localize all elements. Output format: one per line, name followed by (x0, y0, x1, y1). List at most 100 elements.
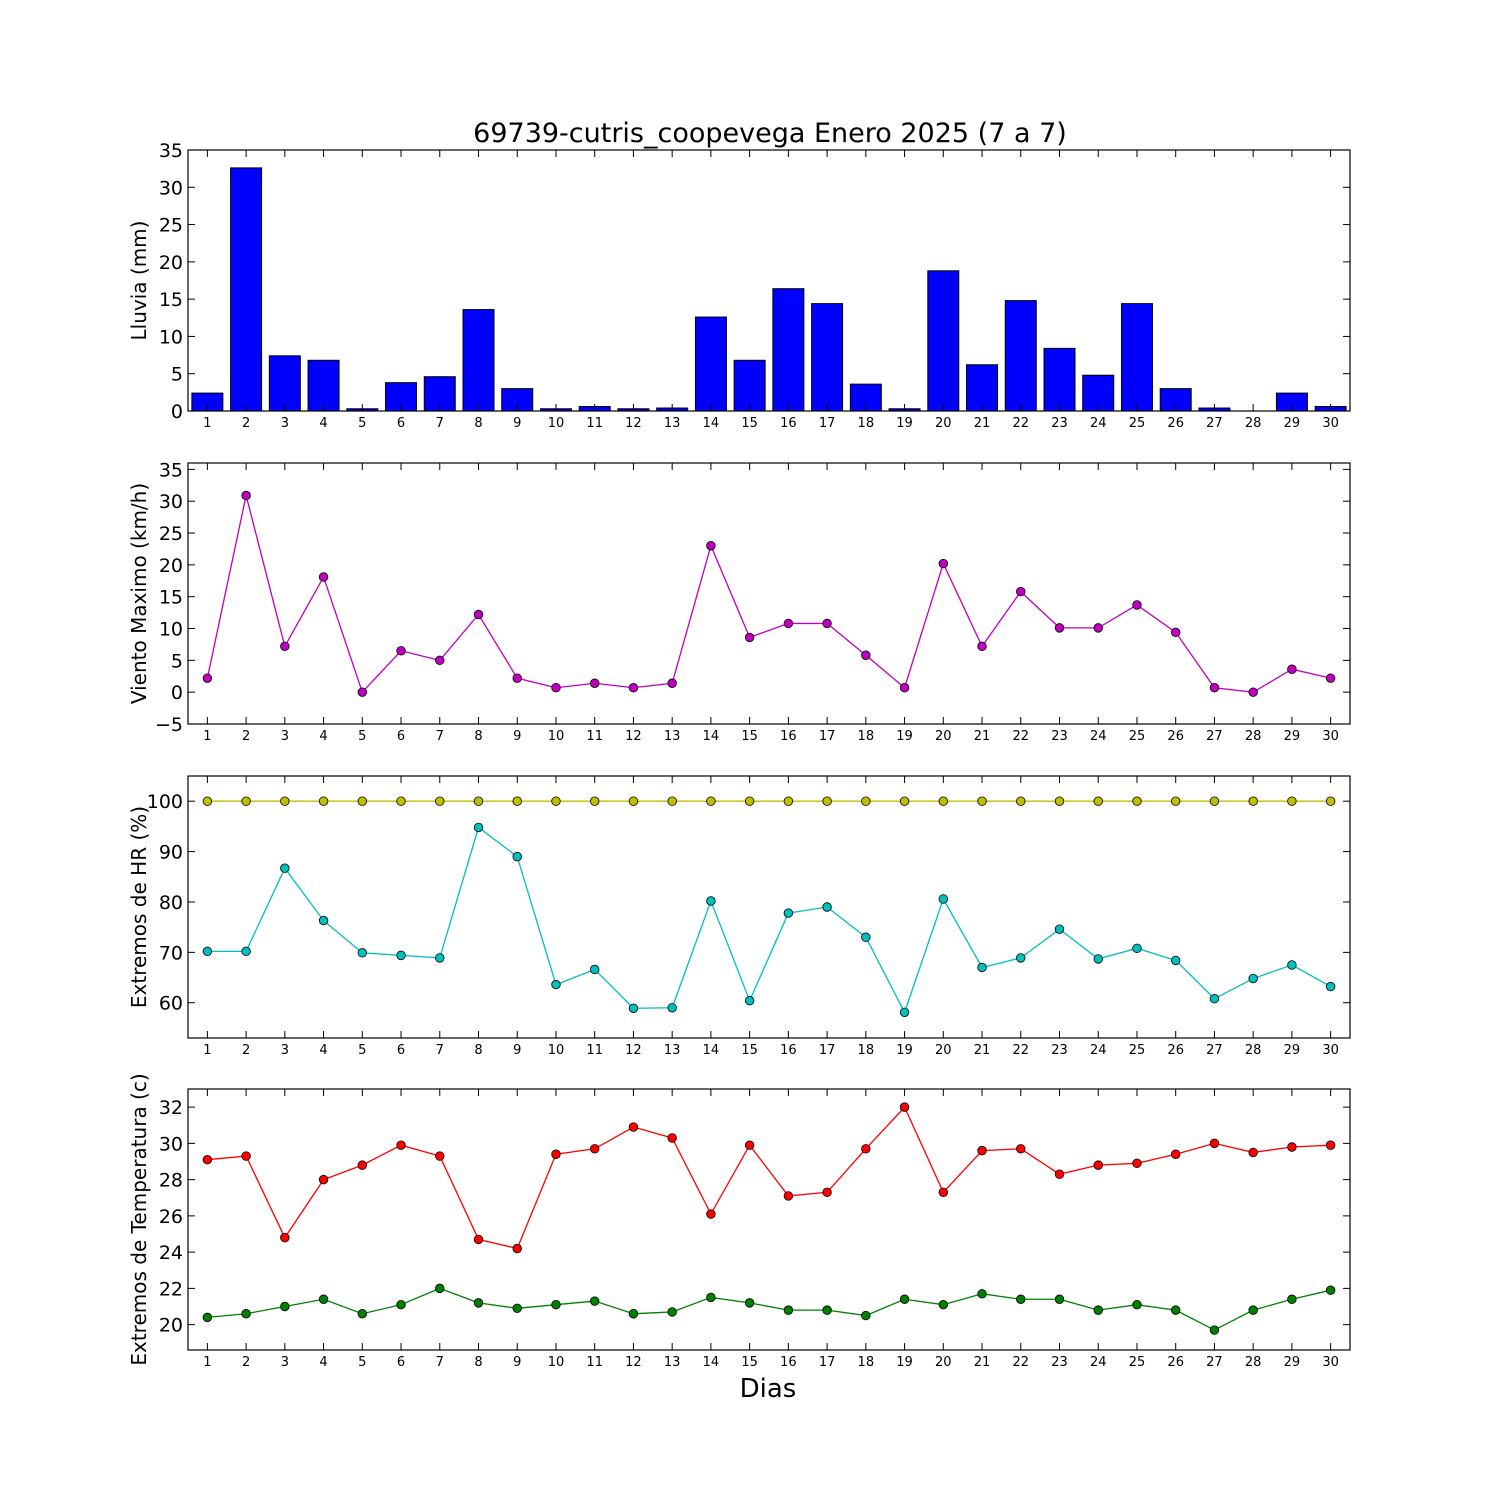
series-2-point-day-30 (1325, 981, 1336, 992)
x-tick-label-day-12: 12 (625, 1043, 642, 1058)
series-2-point-day-25 (1132, 943, 1142, 954)
series-2-point-day-4 (318, 1294, 329, 1304)
x-tick-label-day-20: 20 (935, 1355, 952, 1370)
series-2-point-day-11 (590, 964, 600, 975)
series-1-point-day-25 (1132, 1158, 1142, 1169)
series-1-point-day-16 (783, 1191, 794, 1201)
x-tick-label-day-14: 14 (703, 1043, 720, 1058)
x-tick-label-day-20: 20 (935, 729, 952, 744)
series-1-point-day-22 (1016, 796, 1026, 806)
x-tick-label-day-14: 14 (703, 729, 720, 744)
x-tick-label-day-3: 3 (281, 1355, 289, 1370)
series-1-point-day-16 (783, 618, 794, 629)
x-tick-label-day-2: 2 (242, 1355, 250, 1370)
bar-day-21 (966, 364, 999, 412)
series-1-point-day-29 (1287, 664, 1297, 674)
x-tick-label-day-10: 10 (548, 416, 565, 431)
series-1-point-day-22 (1016, 1144, 1026, 1154)
series-1-point-day-20 (938, 796, 949, 806)
x-tick-label-day-25: 25 (1129, 729, 1146, 744)
series-2-point-day-12 (628, 1309, 639, 1319)
y-tick-label: 10 (159, 326, 183, 348)
series-2-point-day-30 (1325, 1285, 1336, 1295)
series-1-point-day-18 (861, 796, 871, 806)
x-tick-label-day-4: 4 (319, 729, 327, 744)
series-1-point-day-11 (590, 678, 600, 688)
y-tick-label: 26 (159, 1206, 183, 1228)
y-tick-label: 20 (159, 252, 183, 274)
x-tick-label-day-30: 30 (1322, 416, 1339, 431)
y-tick-label: 100 (147, 791, 183, 813)
x-tick-label-day-6: 6 (397, 1043, 405, 1058)
bar-day-22 (1004, 300, 1037, 412)
series-1-point-day-11 (590, 796, 600, 806)
x-tick-label-day-29: 29 (1284, 1355, 1301, 1370)
x-tick-label-day-17: 17 (819, 729, 836, 744)
x-tick-label-day-2: 2 (242, 416, 250, 431)
y-tick-label: −5 (155, 714, 183, 736)
series-2-point-day-24 (1093, 954, 1103, 964)
series-1-point-day-21 (977, 796, 987, 806)
series-2-line (207, 1287, 1331, 1331)
x-tick-label-day-10: 10 (548, 1043, 565, 1058)
bar-day-4 (307, 359, 340, 412)
series-1-point-day-3 (280, 641, 290, 652)
series-1-point-day-21 (977, 1145, 987, 1156)
series-1-point-day-7 (435, 796, 445, 806)
x-tick-label-day-26: 26 (1167, 1043, 1184, 1058)
x-tick-label-day-18: 18 (858, 729, 875, 744)
series-1-point-day-13 (667, 796, 677, 806)
y-tick-label: 70 (159, 942, 183, 964)
series-2-point-day-3 (280, 1301, 290, 1312)
y-tick-label: 5 (171, 650, 183, 672)
series-2-point-day-2 (241, 1309, 251, 1319)
series-1-point-day-27 (1209, 683, 1220, 693)
series-1-point-day-24 (1093, 796, 1103, 806)
series-1-point-day-30 (1325, 1140, 1336, 1150)
series-1-point-day-20 (938, 558, 949, 569)
series-1-point-day-15 (744, 632, 755, 643)
x-tick-label-day-8: 8 (474, 1355, 482, 1370)
x-tick-label-day-23: 23 (1051, 1043, 1068, 1058)
x-tick-label-day-30: 30 (1322, 1043, 1339, 1058)
series-2-point-day-8 (473, 822, 484, 833)
x-tick-label-day-7: 7 (436, 1043, 444, 1058)
x-tick-label-day-22: 22 (1012, 1355, 1029, 1370)
x-tick-label-day-22: 22 (1012, 729, 1029, 744)
x-tick-label-day-19: 19 (896, 1043, 913, 1058)
x-tick-label-day-9: 9 (513, 1043, 521, 1058)
bar-day-15 (733, 359, 766, 412)
series-2-point-day-19 (899, 1007, 910, 1018)
x-tick-label-day-12: 12 (625, 1355, 642, 1370)
x-tick-label-day-24: 24 (1090, 416, 1107, 431)
y-tick-label: 0 (171, 401, 183, 423)
x-tick-label-day-18: 18 (858, 1355, 875, 1370)
y-axis-label: Extremos de Temperatura (c) (127, 1073, 151, 1365)
x-tick-label-day-16: 16 (780, 416, 797, 431)
series-1-point-day-5 (357, 1160, 368, 1170)
x-tick-label-day-28: 28 (1245, 729, 1262, 744)
series-1-point-day-23 (1054, 1169, 1065, 1179)
y-tick-label: 25 (159, 523, 183, 545)
x-tick-label-day-21: 21 (974, 416, 991, 431)
x-tick-label-day-11: 11 (586, 729, 603, 744)
series-1-point-day-17 (822, 796, 832, 806)
series-1-point-day-15 (744, 796, 755, 806)
x-tick-label-day-1: 1 (203, 1355, 211, 1370)
x-tick-label-day-20: 20 (935, 416, 952, 431)
x-tick-label-day-6: 6 (397, 416, 405, 431)
series-1-point-day-1 (202, 796, 213, 806)
x-tick-label-day-27: 27 (1206, 729, 1223, 744)
series-2-point-day-23 (1054, 1294, 1065, 1304)
bar-day-16 (772, 288, 805, 412)
series-1-point-day-4 (318, 572, 329, 582)
x-tick-label-day-17: 17 (819, 1043, 836, 1058)
series-1-point-day-27 (1209, 1138, 1220, 1149)
x-tick-label-day-17: 17 (819, 416, 836, 431)
series-1-point-day-25 (1132, 600, 1142, 610)
series-1-point-day-5 (357, 796, 368, 806)
series-2-point-day-22 (1016, 953, 1026, 963)
series-2-point-day-26 (1170, 1305, 1181, 1315)
x-tick-label-day-26: 26 (1167, 416, 1184, 431)
